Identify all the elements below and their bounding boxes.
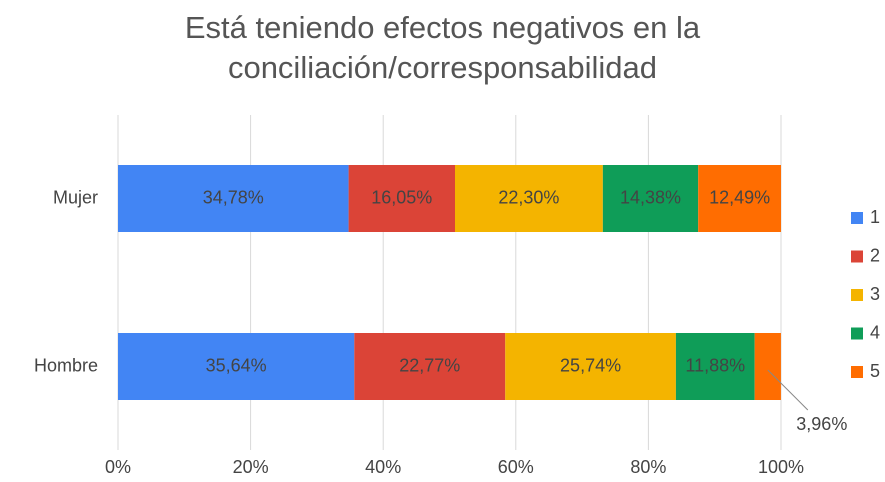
x-tick-label: 40%	[365, 457, 401, 477]
data-label: 34,78%	[203, 187, 264, 207]
bar-segment	[505, 333, 676, 400]
bar-segment	[455, 165, 603, 232]
x-tick-label: 100%	[758, 457, 804, 477]
x-tick-label: 80%	[630, 457, 666, 477]
x-tick-label: 20%	[233, 457, 269, 477]
legend-label: 5	[870, 361, 880, 381]
legend-swatch	[851, 327, 863, 340]
legend-label: 1	[870, 207, 880, 227]
data-label: 35,64%	[206, 355, 267, 375]
legend-swatch	[851, 289, 863, 301]
bar-segment	[675, 333, 755, 400]
data-label: 3,96%	[796, 414, 847, 434]
data-label: 16,05%	[371, 187, 432, 207]
data-label: 22,30%	[498, 187, 559, 207]
legend-swatch	[851, 212, 863, 224]
data-label: 12,49%	[709, 187, 770, 207]
bar-segment	[354, 333, 506, 400]
data-label: 11,88%	[685, 355, 745, 375]
legend-swatch	[851, 366, 863, 378]
legend-label: 3	[870, 284, 880, 304]
bar-segment	[118, 333, 355, 400]
legend-label: 2	[870, 245, 880, 265]
bar-segment	[118, 165, 349, 232]
y-tick-label: Hombre	[34, 355, 98, 375]
bar-segment	[754, 333, 781, 400]
bar-segment	[698, 165, 781, 232]
x-tick-label: 60%	[498, 457, 534, 477]
y-tick-label: Mujer	[53, 187, 98, 207]
data-label: 25,74%	[560, 355, 621, 375]
legend-label: 4	[870, 322, 880, 342]
data-label: 22,77%	[399, 355, 460, 375]
x-tick-label: 0%	[105, 457, 131, 477]
legend-swatch	[851, 250, 863, 263]
leader-line	[767, 369, 809, 411]
bar-segment	[348, 165, 456, 232]
data-label: 14,38%	[620, 187, 681, 207]
chart-title: Está teniendo efectos negativos en la co…	[184, 10, 701, 85]
bar-segment	[602, 165, 699, 232]
